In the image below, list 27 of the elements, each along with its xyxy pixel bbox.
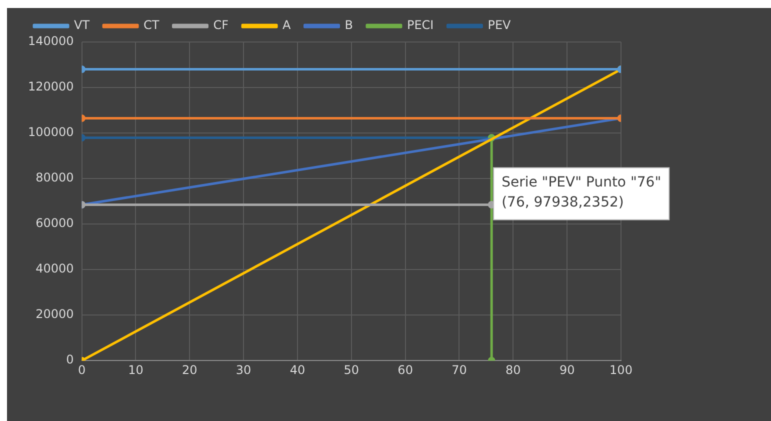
y-tick-label: 60000 [36, 216, 74, 230]
x-tick-label: 20 [182, 362, 198, 377]
x-tick-label: 100 [610, 362, 632, 377]
y-tick-label: 20000 [36, 307, 74, 322]
y-tick-label: 140000 [28, 34, 74, 48]
x-tick-label: 70 [452, 362, 467, 377]
x-tick-label: 80 [506, 362, 521, 377]
x-tick-label: 40 [290, 362, 306, 377]
x-tick-label: 0 [78, 362, 86, 377]
y-tick-label: 80000 [36, 170, 74, 185]
legend-label: VT [74, 18, 90, 32]
legend-label: CT [144, 18, 160, 32]
x-tick-label: 30 [236, 362, 252, 377]
y-tick-label: 0 [66, 352, 74, 367]
y-tick-label: 100000 [28, 125, 74, 140]
legend-label: PECI [406, 18, 434, 32]
y-tick-label: 40000 [36, 262, 74, 276]
legend-label: CF [213, 18, 229, 32]
legend-label: PEV [488, 18, 512, 32]
x-tick-label: 90 [559, 362, 575, 377]
x-tick-label: 50 [344, 362, 360, 377]
legend-label: B [344, 18, 353, 32]
annotation: Serie "PEV" Punto "76" (76, 97938,2352) [502, 174, 662, 210]
x-tick-label: 60 [398, 362, 413, 377]
legend-label: A [282, 18, 292, 32]
y-tick-label: 120000 [28, 80, 74, 94]
x-tick-label: 10 [128, 362, 144, 377]
